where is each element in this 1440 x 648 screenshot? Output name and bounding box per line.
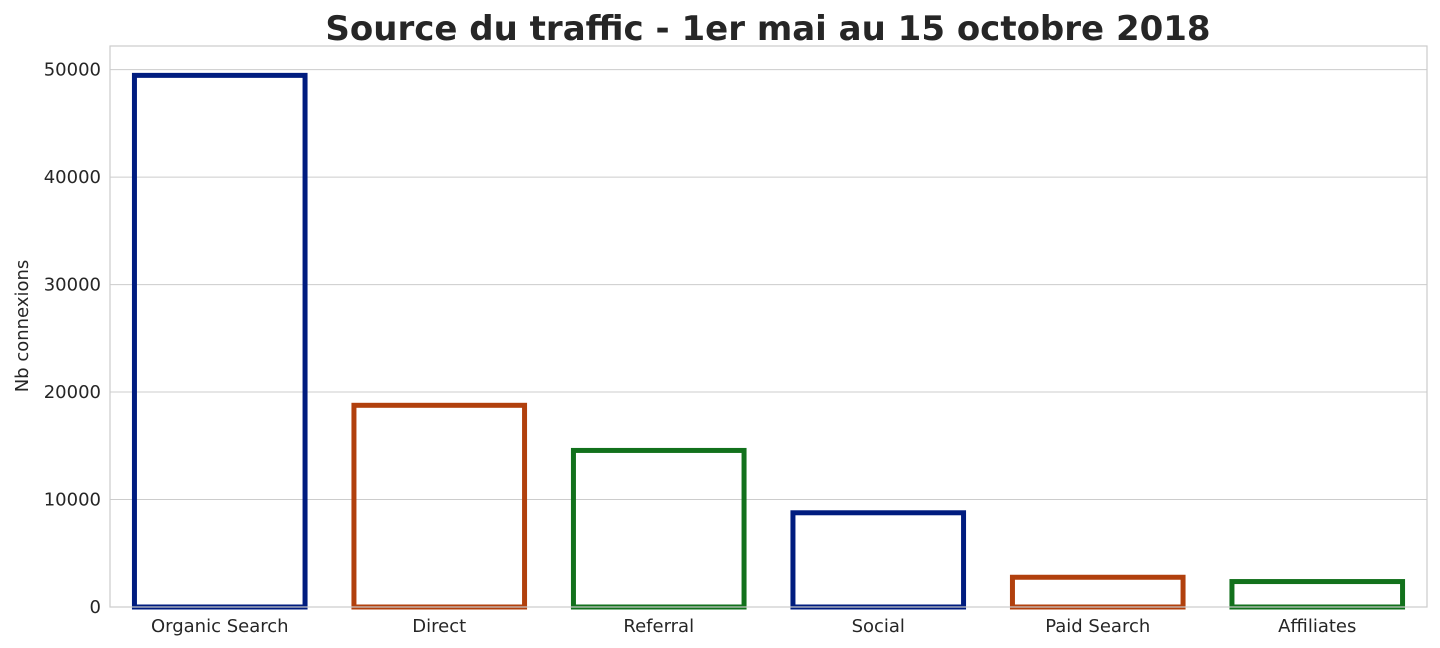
x-tick-labels: Organic Search Direct Referral Social Paid S… — [151, 616, 1356, 637]
plot-frame — [109, 45, 1428, 608]
y-tick-label: 30000 — [44, 275, 101, 296]
x-tick-label: Paid Search — [1045, 616, 1150, 637]
y-tick-labels: 0 10000 20000 30000 40000 50000 — [44, 60, 101, 618]
y-tick-label: 20000 — [44, 382, 101, 403]
y-tick-label: 50000 — [44, 60, 101, 81]
x-tick-label: Organic Search — [151, 616, 289, 637]
bar-direct — [351, 402, 528, 610]
x-tick-label: Referral — [623, 616, 694, 637]
y-axis-label: Nb connexions — [12, 260, 33, 393]
x-tick-label: Direct — [412, 616, 466, 637]
x-tick-label: Social — [852, 616, 905, 637]
bar-referral — [570, 447, 747, 610]
y-tick-label: 40000 — [44, 167, 101, 188]
bar-paid-search — [1009, 574, 1186, 610]
y-tick-label: 10000 — [44, 490, 101, 511]
y-tick-label: 0 — [90, 597, 101, 618]
bar-affiliates — [1229, 579, 1406, 610]
x-tick-label: Affiliates — [1278, 616, 1356, 637]
bars — [131, 72, 1406, 610]
chart-title: Source du traffic - 1er mai au 15 octobr… — [325, 9, 1210, 49]
bar-organic-search — [131, 72, 308, 610]
bar-social — [790, 510, 967, 610]
